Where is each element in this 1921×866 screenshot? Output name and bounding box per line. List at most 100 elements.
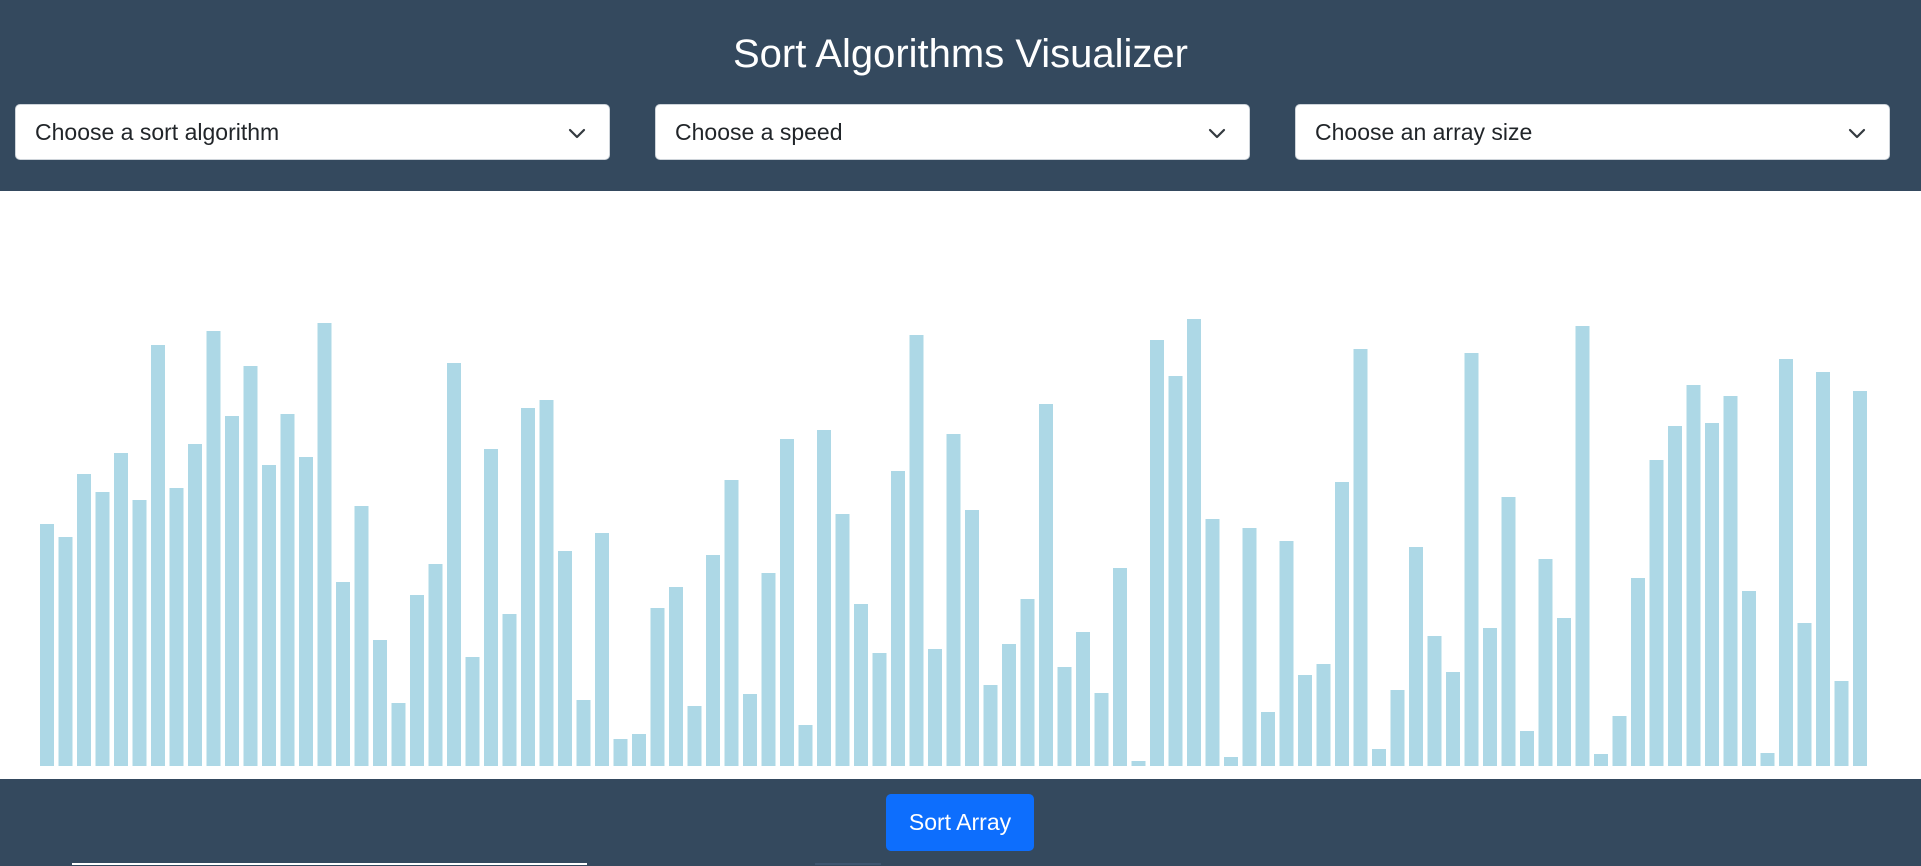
array-bar: [835, 514, 850, 766]
array-bar: [132, 500, 147, 766]
array-bar: [1131, 761, 1146, 766]
array-bar: [373, 640, 387, 766]
speed-select-value: Choose a speed: [675, 119, 843, 145]
array-bar: [58, 537, 73, 766]
array-bar: [1316, 664, 1331, 766]
array-bar: [317, 323, 332, 766]
array-bar: [1390, 690, 1405, 766]
array-bar: [1557, 618, 1571, 766]
array-bar: [243, 366, 258, 766]
array-bar: [1483, 628, 1497, 766]
array-bar: [484, 449, 498, 766]
array-bar: [1742, 591, 1756, 766]
array-bar: [595, 533, 609, 766]
array-bar: [1298, 675, 1312, 766]
array-bar: [1705, 423, 1719, 766]
page-title: Sort Algorithms Visualizer: [733, 32, 1188, 76]
array-bar: [1427, 636, 1442, 766]
array-bar: [225, 416, 239, 766]
array-bar: [169, 488, 184, 766]
array-bar: [95, 492, 110, 766]
array-bar: [1057, 667, 1072, 766]
array-bar: [817, 430, 831, 766]
array-bar: [1076, 632, 1090, 766]
array-bar: [1631, 578, 1645, 766]
array-bar: [761, 573, 776, 766]
array-bar: [280, 414, 295, 766]
array-bar: [743, 694, 757, 766]
array-bar: [1760, 753, 1775, 766]
array-bar: [854, 604, 868, 766]
array-bar: [1113, 568, 1127, 766]
array-bar: [669, 587, 683, 766]
array-bar: [798, 725, 813, 766]
array-bar: [983, 685, 998, 766]
array-bar: [891, 471, 905, 766]
array-bar: [188, 444, 202, 766]
footer-divider: [815, 863, 881, 865]
array-bar: [650, 608, 665, 766]
sort-algorithm-select-value: Choose a sort algorithm: [35, 119, 280, 145]
array-bar: [1409, 547, 1423, 766]
array-size-select[interactable]: Choose an array size: [1295, 104, 1890, 160]
array-bar: [1353, 349, 1368, 766]
array-bar: [576, 700, 591, 766]
array-bar: [1612, 716, 1627, 766]
array-bar: [1094, 693, 1109, 766]
array-bar: [336, 582, 350, 766]
array-bar: [262, 465, 276, 766]
array-bar: [1853, 391, 1867, 766]
array-bar: [1464, 353, 1479, 766]
array-bar: [1372, 749, 1386, 766]
array-bar: [1279, 541, 1294, 766]
array-bar: [1039, 404, 1053, 766]
array-size-select-value: Choose an array size: [1315, 119, 1533, 145]
array-bars-chart: [40, 319, 1867, 766]
array-bar: [465, 657, 480, 766]
sort-algorithm-select[interactable]: Choose a sort algorithm: [15, 104, 610, 160]
array-bar: [687, 706, 702, 766]
array-bar: [1187, 319, 1201, 766]
array-bar: [502, 614, 517, 766]
array-bar: [40, 524, 54, 766]
array-bar: [946, 434, 961, 766]
array-bar: [965, 510, 979, 766]
array-bar: [391, 703, 406, 766]
array-bar: [909, 335, 924, 766]
speed-select[interactable]: Choose a speed: [655, 104, 1250, 160]
array-bar: [1335, 482, 1349, 766]
array-bar: [1205, 519, 1220, 766]
array-bar: [1668, 426, 1682, 766]
chevron-down-icon: [568, 128, 586, 139]
array-bar: [114, 453, 128, 766]
array-bar: [1797, 623, 1812, 766]
array-bar: [1816, 372, 1830, 766]
array-bar: [1501, 497, 1516, 766]
array-bar: [1002, 644, 1016, 766]
array-bar: [1575, 326, 1590, 766]
array-bar: [1261, 712, 1275, 766]
array-bar: [1150, 340, 1164, 766]
array-bar: [1020, 599, 1035, 766]
array-bar: [1594, 754, 1608, 766]
bar-visualization-area: [0, 191, 1921, 779]
array-bar: [77, 474, 91, 766]
array-bar: [151, 345, 165, 766]
array-bar: [1723, 396, 1738, 766]
header: Sort Algorithms Visualizer Choose a sort…: [0, 0, 1921, 191]
array-bar: [706, 555, 720, 766]
array-bar: [1446, 672, 1460, 766]
array-bar: [872, 653, 887, 766]
array-bar: [1686, 385, 1701, 766]
array-bar: [354, 506, 369, 766]
array-bar: [539, 400, 554, 766]
array-bar: [632, 734, 646, 766]
footer-divider: [72, 863, 587, 865]
array-bar: [1168, 376, 1183, 766]
footer: Sort Array: [0, 779, 1921, 866]
array-bar: [299, 457, 313, 766]
sort-array-button[interactable]: Sort Array: [886, 794, 1034, 851]
array-bar: [928, 649, 942, 766]
array-bar: [428, 564, 443, 766]
array-bar: [521, 408, 535, 766]
